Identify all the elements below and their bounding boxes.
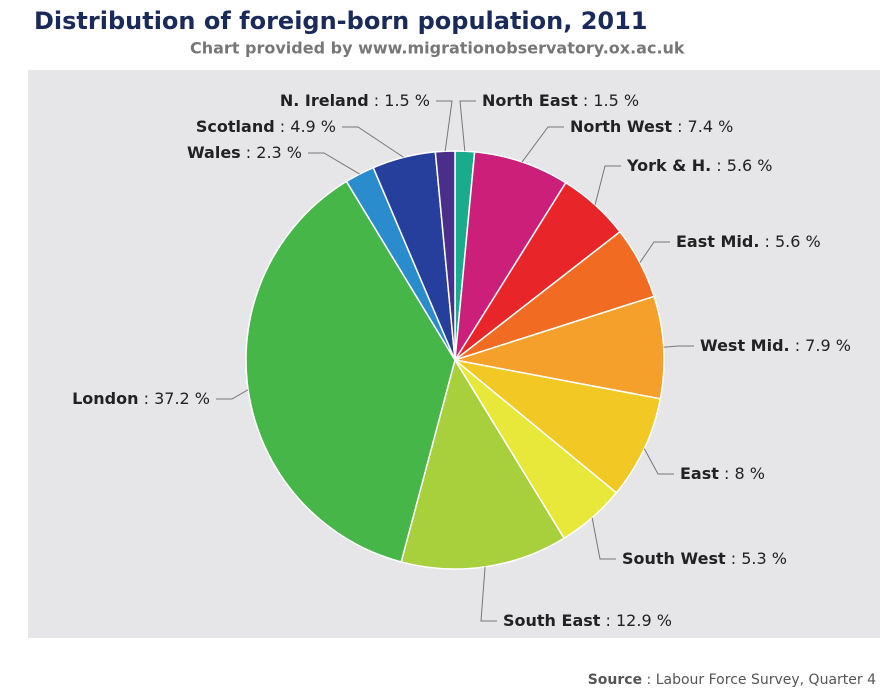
data-label: N. Ireland : 1.5 % <box>280 91 430 110</box>
leader-line <box>639 241 670 263</box>
leader-line <box>436 100 453 152</box>
data-label: North West : 7.4 % <box>570 117 733 136</box>
label-value: : 1.5 % <box>583 91 639 110</box>
leader-line <box>643 448 674 475</box>
data-label: South East : 12.9 % <box>503 611 672 630</box>
label-name: East <box>680 464 719 483</box>
leader-line <box>459 100 476 152</box>
label-value: : 8 % <box>724 464 765 483</box>
label-value: : 37.2 % <box>144 389 210 408</box>
data-label: Scotland : 4.9 % <box>196 117 336 136</box>
label-value: : 5.6 % <box>716 156 772 175</box>
label-name: London <box>72 389 138 408</box>
source-text: : Labour Force Survey, Quarter 4 <box>647 672 877 688</box>
leader-line <box>663 345 694 348</box>
data-label: South West : 5.3 % <box>622 549 787 568</box>
pie-slice <box>434 150 456 361</box>
data-label: North East : 1.5 % <box>482 91 639 110</box>
data-label: East Mid. : 5.6 % <box>676 232 821 251</box>
data-label: West Mid. : 7.9 % <box>700 336 851 355</box>
source-label: Source <box>588 672 642 688</box>
label-name: South East <box>503 611 601 630</box>
pie-slice <box>400 358 566 570</box>
label-name: North West <box>570 117 672 136</box>
leader-line <box>216 389 249 400</box>
leader-line <box>480 566 497 622</box>
label-name: Wales <box>187 143 241 162</box>
data-label: Wales : 2.3 % <box>187 143 302 162</box>
label-value: : 7.4 % <box>677 117 733 136</box>
label-name: West Mid. <box>700 336 790 355</box>
label-name: York & H. <box>626 156 711 175</box>
label-name: South West <box>622 549 726 568</box>
label-value: : 4.9 % <box>280 117 336 136</box>
label-name: Scotland <box>196 117 275 136</box>
label-name: North East <box>482 91 578 110</box>
pie-slice <box>454 295 665 400</box>
leader-line <box>342 126 404 158</box>
label-value: : 12.9 % <box>606 611 672 630</box>
label-name: East Mid. <box>676 232 759 251</box>
leader-line <box>594 165 621 205</box>
source-note: Source : Labour Force Survey, Quarter 4 <box>588 672 876 688</box>
data-label: York & H. : 5.6 % <box>626 156 773 175</box>
pie-slice <box>454 151 567 361</box>
leader-line <box>521 126 564 163</box>
chart-subtitle: Chart provided by www.migrationobservato… <box>190 39 685 58</box>
chart-title: Distribution of foreign-born population,… <box>34 7 648 35</box>
label-name: N. Ireland <box>280 91 369 110</box>
pie-slice <box>245 180 456 563</box>
label-value: : 1.5 % <box>374 91 430 110</box>
data-label: London : 37.2 % <box>72 389 210 408</box>
leader-line <box>308 152 360 175</box>
label-value: : 7.9 % <box>795 336 851 355</box>
pie-slice <box>454 359 662 494</box>
leader-line <box>591 517 616 560</box>
label-value: : 5.3 % <box>731 549 787 568</box>
label-value: : 2.3 % <box>246 143 302 162</box>
label-value: : 5.6 % <box>765 232 821 251</box>
data-label: East : 8 % <box>680 464 765 483</box>
